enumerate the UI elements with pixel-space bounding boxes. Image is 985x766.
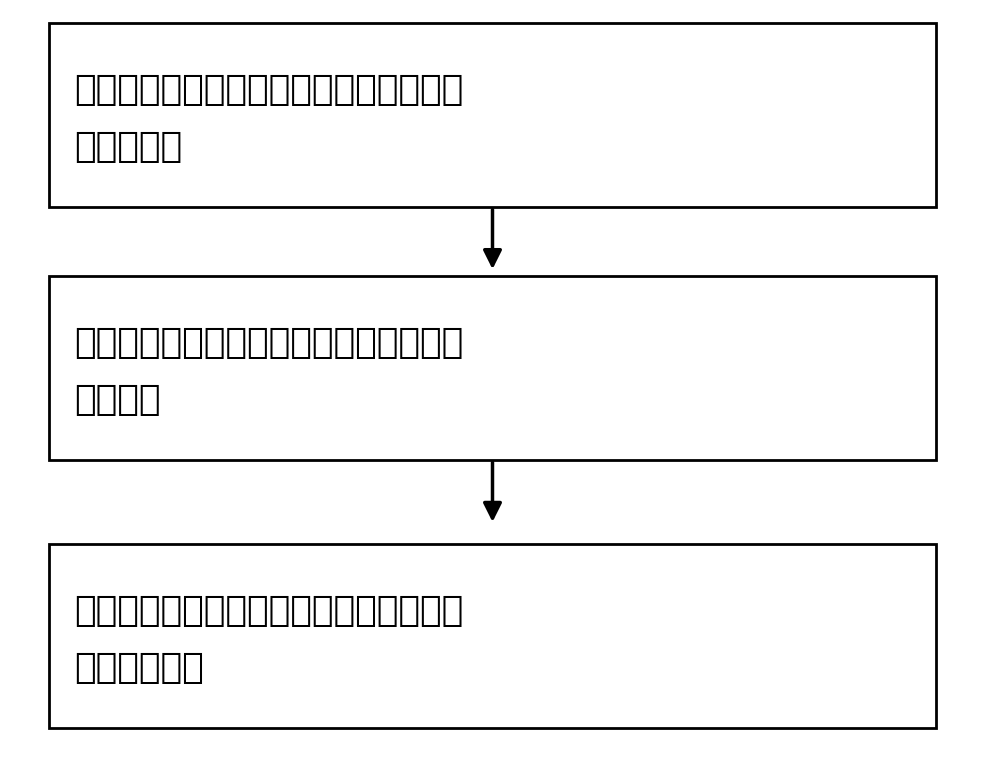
Text: 直至载具到达出库轨道处，并经出库轨道: 直至载具到达出库轨道处，并经出库轨道 xyxy=(74,594,463,627)
FancyBboxPatch shape xyxy=(49,23,936,207)
Text: 需要调取载具时，令载具在循环轨道内做: 需要调取载具时，令载具在循环轨道内做 xyxy=(74,326,463,359)
Text: 循环运动: 循环运动 xyxy=(74,383,161,417)
Text: 进入输送轨道: 进入输送轨道 xyxy=(74,651,204,685)
Text: 需要存储的载具自输送轨道经入库轨道进: 需要存储的载具自输送轨道经入库轨道进 xyxy=(74,73,463,106)
Text: 入循环轨道: 入循环轨道 xyxy=(74,130,182,164)
FancyBboxPatch shape xyxy=(49,544,936,728)
FancyBboxPatch shape xyxy=(49,276,936,460)
